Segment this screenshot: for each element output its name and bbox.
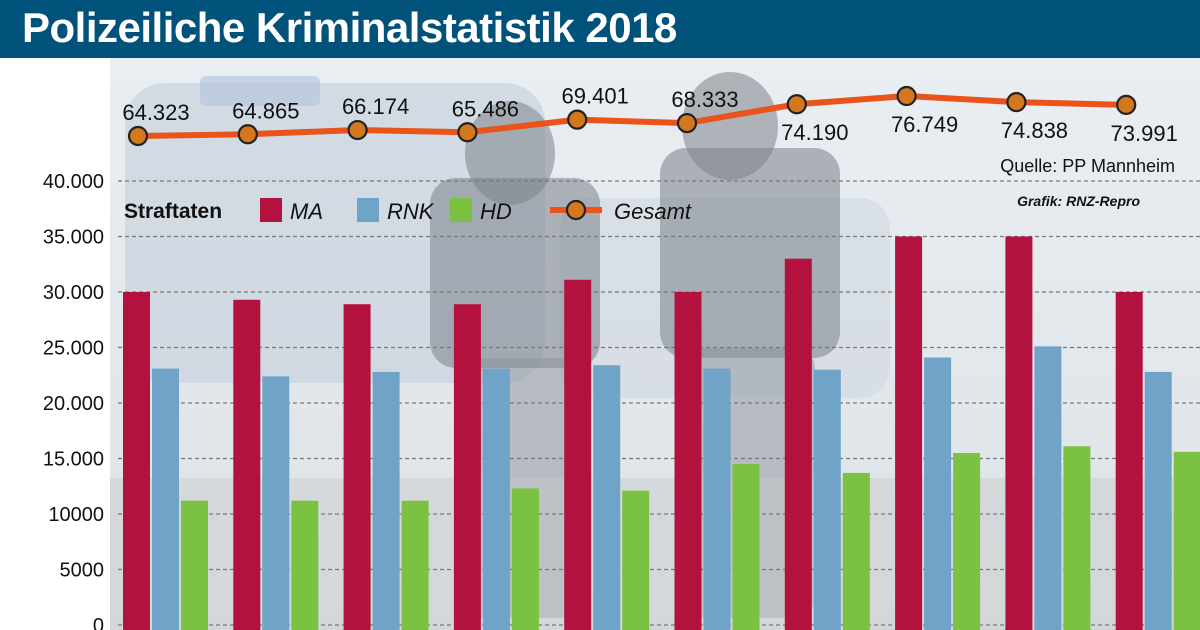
bar-hd bbox=[1173, 451, 1200, 630]
bar-rnk bbox=[1034, 346, 1062, 630]
gesamt-value-label: 65.486 bbox=[452, 96, 519, 121]
header-bar: Polizeiliche Kriminalstatistik 2018 bbox=[0, 0, 1200, 58]
y-tick-label: 0 bbox=[93, 615, 104, 630]
legend-hd-label: HD bbox=[480, 199, 512, 224]
bar-rnk bbox=[703, 368, 731, 630]
bar-ma bbox=[784, 258, 812, 630]
gesamt-value-label: 66.174 bbox=[342, 94, 409, 119]
gesamt-point bbox=[896, 85, 917, 107]
y-tick-label: 30.000 bbox=[43, 282, 104, 304]
bar-ma bbox=[343, 304, 371, 630]
y-axis: 0 5000 10000 15.000 20.000 25.000 30.000 35.000… bbox=[43, 171, 104, 630]
legend-ma-label: MA bbox=[290, 199, 323, 224]
bar-rnk bbox=[152, 368, 179, 630]
gesamt-point bbox=[127, 125, 149, 147]
gesamt-value-label: 64.865 bbox=[232, 98, 299, 123]
y-tick-label: 35.000 bbox=[43, 227, 104, 249]
grid-lines bbox=[118, 180, 1200, 626]
bar-rnk bbox=[813, 369, 841, 630]
bar-ma bbox=[674, 292, 702, 630]
gesamt-value-label: 64.323 bbox=[122, 100, 189, 125]
gesamt-value-label: 69.401 bbox=[562, 84, 629, 109]
legend-rnk-label: RNK bbox=[387, 199, 435, 224]
bars bbox=[123, 236, 1200, 630]
bar-rnk bbox=[372, 371, 400, 630]
gesamt-value-label: 74.838 bbox=[1001, 118, 1068, 143]
bar-hd bbox=[842, 472, 870, 630]
gesamt-value-label: 73.991 bbox=[1111, 121, 1178, 146]
gesamt-point bbox=[676, 112, 698, 134]
gesamt-point bbox=[567, 109, 588, 130]
legend-title: Straftaten bbox=[124, 200, 222, 223]
y-tick-label: 40.000 bbox=[43, 171, 104, 193]
legend-hd-swatch bbox=[450, 198, 472, 222]
bar-ma bbox=[1005, 236, 1033, 630]
gesamt-value-label: 74.190 bbox=[781, 120, 848, 145]
graphic-credit: Grafik: RNZ-Repro bbox=[1017, 193, 1140, 209]
bar-hd bbox=[622, 490, 650, 630]
bar-hd bbox=[1063, 446, 1091, 630]
legend-rnk-swatch bbox=[357, 198, 379, 222]
bar-rnk bbox=[924, 357, 952, 630]
gesamt-labels: 64.323 64.865 66.174 65.486 69.401 68.333 74.1… bbox=[122, 84, 1177, 146]
bar-hd bbox=[401, 500, 429, 630]
bar-hd bbox=[181, 500, 208, 630]
gesamt-line bbox=[127, 85, 1137, 147]
bar-ma bbox=[453, 304, 481, 630]
bar-ma bbox=[1115, 292, 1143, 630]
legend-gesamt-label: Gesamt bbox=[614, 199, 692, 224]
gesamt-point bbox=[457, 122, 478, 143]
bar-ma bbox=[895, 236, 923, 630]
gesamt-point bbox=[1006, 92, 1027, 113]
bar-ma bbox=[123, 292, 150, 630]
gesamt-series-line bbox=[137, 93, 1127, 139]
bar-hd bbox=[953, 452, 981, 630]
gesamt-point bbox=[237, 124, 258, 145]
y-tick-label: 25.000 bbox=[43, 338, 104, 360]
crime-statistics-chart: 0 5000 10000 15.000 20.000 25.000 30.000 35.000… bbox=[43, 58, 1200, 630]
gesamt-value-label: 68.333 bbox=[671, 87, 738, 112]
bar-rnk bbox=[1144, 371, 1172, 630]
gesamt-point bbox=[786, 94, 807, 115]
y-tick-label: 10000 bbox=[48, 504, 104, 526]
y-tick-label: 20.000 bbox=[43, 393, 104, 415]
bar-hd bbox=[291, 500, 319, 630]
gesamt-point bbox=[347, 119, 368, 141]
bar-ma bbox=[233, 299, 261, 630]
gesamt-value-label: 76.749 bbox=[891, 112, 958, 137]
bar-hd bbox=[732, 464, 760, 630]
page-title: Polizeiliche Kriminalstatistik 2018 bbox=[22, 4, 677, 51]
bar-ma bbox=[564, 279, 592, 630]
legend-ma-swatch bbox=[260, 198, 282, 222]
y-tick-label: 5000 bbox=[60, 560, 105, 582]
bar-hd bbox=[511, 488, 539, 630]
source-note: Quelle: PP Mannheim bbox=[1000, 156, 1175, 176]
bar-rnk bbox=[262, 376, 290, 630]
y-tick-label: 15.000 bbox=[43, 449, 104, 471]
bar-rnk bbox=[482, 368, 510, 630]
bar-rnk bbox=[593, 365, 621, 630]
legend: Straftaten MA RNK HD Gesamt bbox=[124, 198, 692, 224]
legend-gesamt-point bbox=[565, 199, 587, 221]
gesamt-point bbox=[1116, 94, 1137, 115]
